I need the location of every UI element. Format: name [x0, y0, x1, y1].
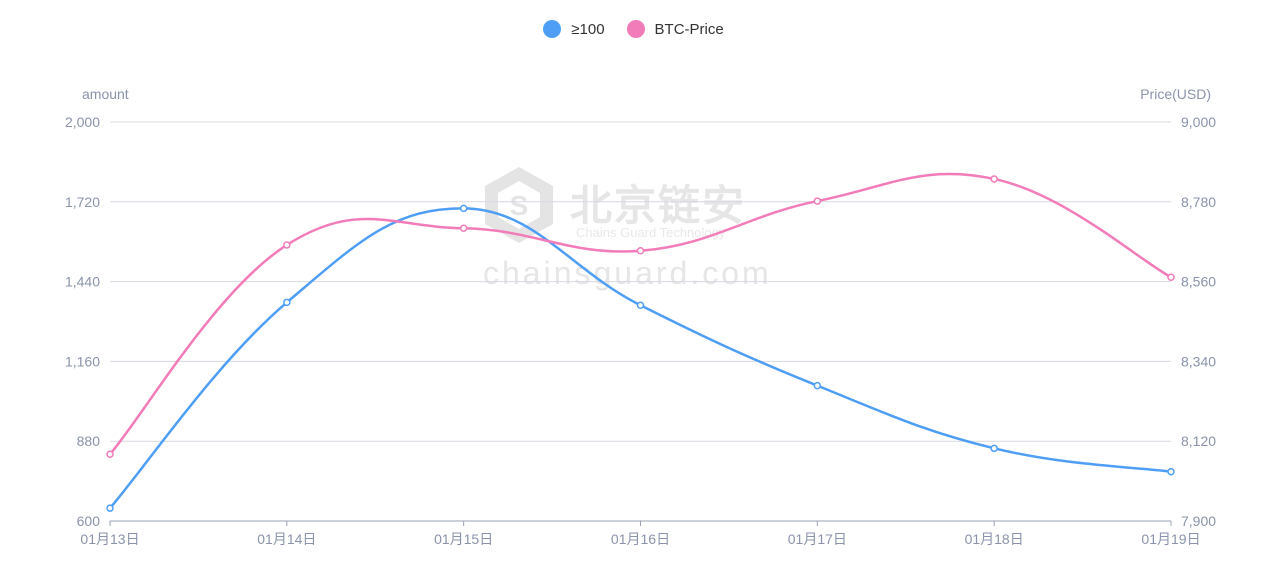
- data-point-btc-price: [1167, 273, 1175, 281]
- x-tick-label: 01月17日: [788, 531, 847, 547]
- series-line-btc-price: [109, 172, 1172, 456]
- y-right-tick-label: 8,560: [1181, 274, 1216, 290]
- x-tick-label: 01月13日: [80, 531, 139, 547]
- x-tick-label: 01月18日: [965, 531, 1024, 547]
- x-tick-label: 01月19日: [1141, 531, 1200, 547]
- y-right-tick-label: 7,900: [1181, 513, 1216, 529]
- data-point-btc-price: [813, 197, 822, 205]
- legend-swatch-btc-price: [626, 20, 645, 38]
- x-tick-label: 01月14日: [257, 531, 316, 547]
- data-point-btc-price: [106, 450, 114, 459]
- legend-item-btc-price[interactable]: BTC-Price: [626, 20, 724, 38]
- y-left-tick-label: 1,440: [65, 274, 100, 290]
- legend-swatch-amount: [543, 20, 562, 38]
- y-right-tick-label: 9,000: [1181, 114, 1216, 130]
- data-point-amount: [990, 444, 998, 453]
- y-left-tick-label: 1,160: [65, 353, 100, 369]
- right-axis-title: Price(USD): [1140, 86, 1211, 102]
- legend-label-amount: ≥100: [571, 20, 605, 38]
- y-left-tick-label: 600: [77, 513, 101, 529]
- y-right-tick-label: 8,340: [1181, 353, 1216, 369]
- data-point-amount: [1167, 467, 1175, 476]
- data-point-btc-price: [283, 241, 291, 249]
- legend-item-amount[interactable]: ≥100: [543, 20, 605, 38]
- x-tick-label: 01月15日: [434, 531, 493, 547]
- x-tick-label: 01月16日: [611, 531, 670, 547]
- data-point-amount: [106, 504, 114, 512]
- left-axis-title: amount: [82, 86, 129, 102]
- data-point-btc-price: [459, 224, 468, 233]
- y-left-tick-label: 2,000: [65, 114, 100, 130]
- data-point-btc-price: [990, 175, 998, 183]
- y-right-tick-label: 8,120: [1181, 433, 1216, 449]
- legend-label-btc-price: BTC-Price: [654, 20, 724, 38]
- data-point-amount: [459, 204, 468, 213]
- data-point-amount: [283, 298, 291, 307]
- data-point-amount: [813, 381, 822, 390]
- y-left-tick-label: 880: [77, 433, 101, 449]
- y-right-tick-label: 8,780: [1181, 194, 1216, 210]
- data-point-btc-price: [636, 247, 645, 255]
- y-left-tick-label: 1,720: [65, 194, 100, 210]
- data-point-amount: [636, 301, 645, 310]
- legend: ≥100 BTC-Price: [0, 20, 1267, 38]
